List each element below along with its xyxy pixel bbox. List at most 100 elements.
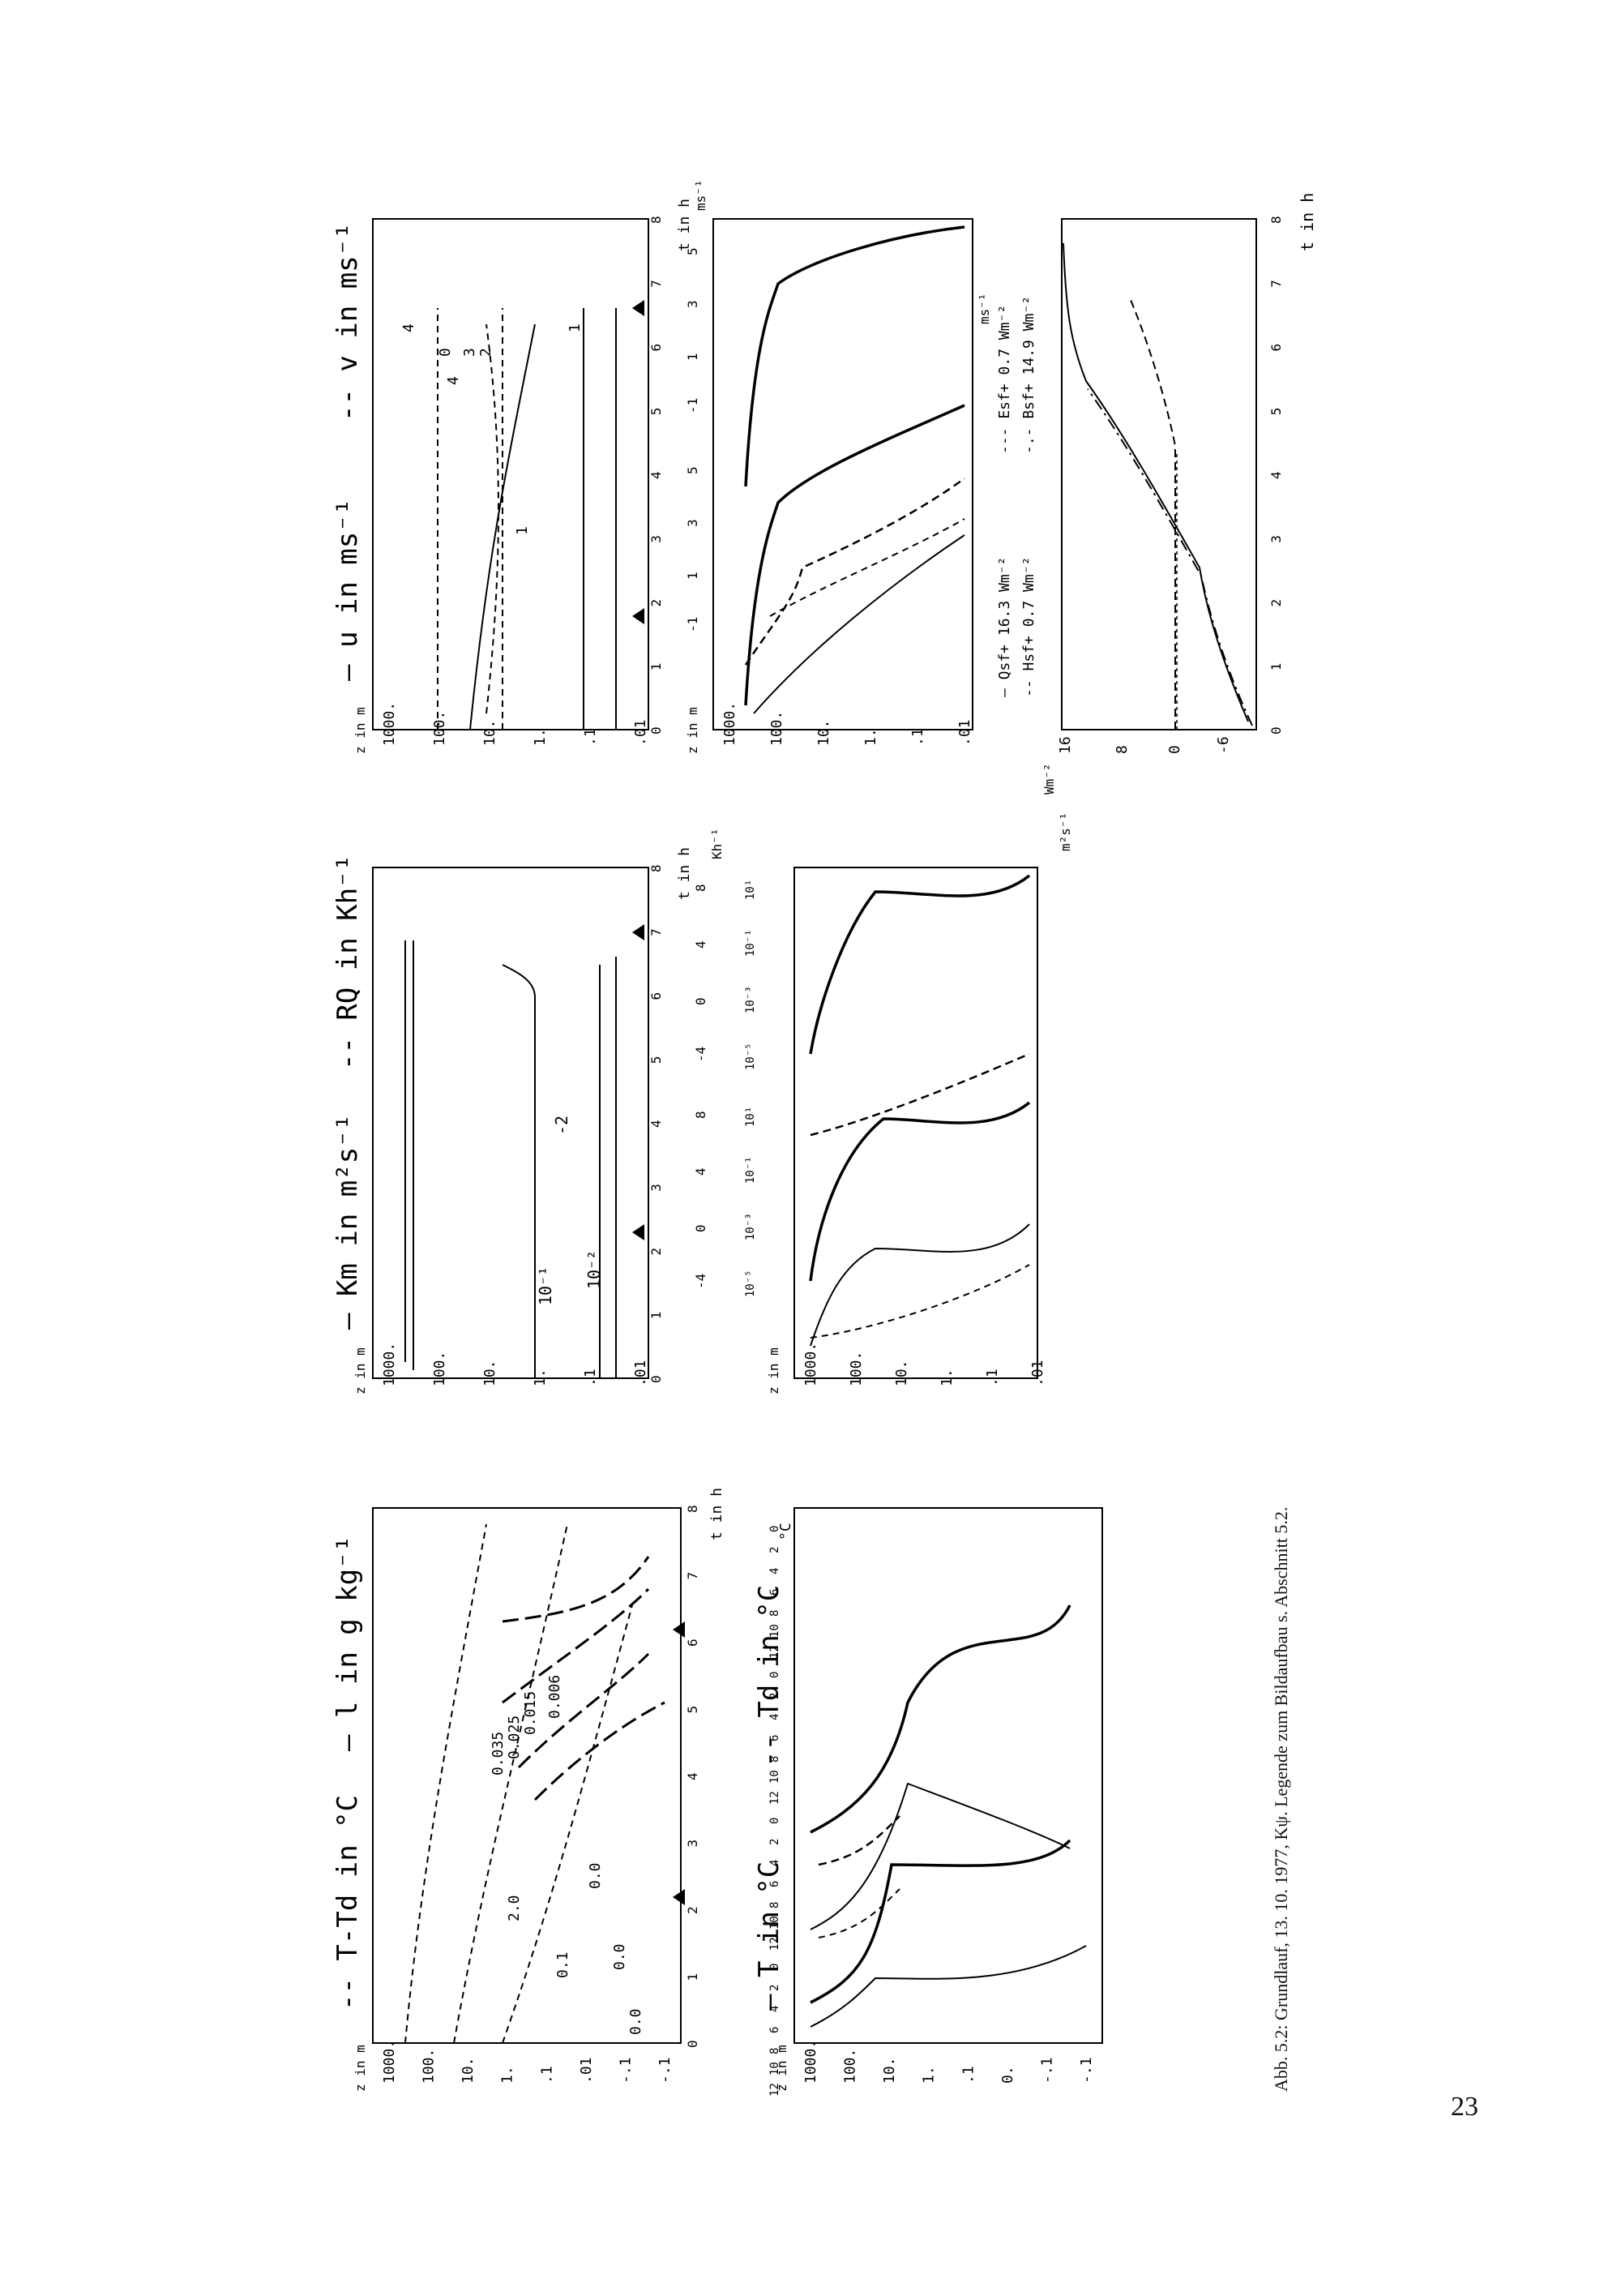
- t-tick: 5: [685, 1706, 700, 1714]
- km-curve-dashed: [810, 1264, 1030, 1339]
- t-tick: 1: [685, 1973, 700, 1981]
- z-tick: 10.: [881, 2057, 898, 2084]
- panel-title: -- RQ in Kh⁻¹: [331, 855, 364, 1070]
- z-tick: 1000.: [721, 702, 738, 746]
- legend-entry: -.- Bsf+ 14.9 Wm⁻²: [1020, 296, 1037, 454]
- panel-energy: [1061, 218, 1257, 730]
- contour-label: 0.0: [611, 1943, 628, 1970]
- scale-tick: 8: [1114, 745, 1131, 754]
- scale-tick: 0: [768, 1818, 781, 1824]
- t-tick: 1: [648, 663, 664, 671]
- scale-tick: 5: [685, 247, 700, 255]
- scale-tick: 0: [693, 997, 708, 1005]
- t-tick: 6: [1268, 344, 1284, 352]
- t-tick: 4: [1268, 471, 1284, 479]
- scale-tick: 8: [693, 1111, 708, 1119]
- panel-title: -- Td in °C: [753, 1585, 785, 1767]
- contour-label: 4: [445, 376, 462, 385]
- t-tick: 3: [648, 1184, 664, 1192]
- z-tick: 10.: [481, 1360, 498, 1386]
- panel-km-top: [372, 867, 649, 1379]
- z-tick: .01: [1029, 1360, 1046, 1386]
- temp-dashed: [818, 1815, 900, 1866]
- scale-tick: 12: [768, 1645, 781, 1659]
- t-tick: 6: [685, 1638, 700, 1647]
- t-tick: 5: [648, 1056, 664, 1064]
- contour-label: 2.0: [506, 1895, 523, 1921]
- z-tick: .1: [582, 1369, 599, 1386]
- z-tick: 100.: [768, 711, 785, 746]
- t-tick: 7: [648, 928, 664, 936]
- scale-tick: 8: [768, 1756, 781, 1763]
- panel-temp-bottom: [793, 1507, 1103, 2044]
- contour-label: 10⁻²: [584, 1250, 604, 1289]
- contour-label: 1: [567, 323, 584, 332]
- scale-tick: 10: [768, 1770, 781, 1784]
- z-tick: 10.: [815, 719, 832, 746]
- scale-tick: 6: [768, 2027, 781, 2033]
- panel-km-bottom: [793, 867, 1038, 1379]
- axis-label: z in m: [774, 2045, 789, 2092]
- scale-tick: 10⁻³: [744, 986, 757, 1013]
- scale-tick: 10: [768, 2062, 781, 2075]
- contour-label: 0.006: [546, 1675, 563, 1719]
- t-tick: 2: [685, 1906, 700, 1914]
- panel-title: — u in ms⁻¹: [331, 499, 364, 681]
- z-tick: 1000.: [381, 702, 398, 746]
- scale-tick: 8: [768, 2048, 781, 2054]
- z-tick: .1: [984, 1369, 1001, 1386]
- contour-label: 2: [477, 348, 494, 357]
- contour-label: 0.0: [587, 1862, 604, 1889]
- panel-title: -- T-Td in °C: [331, 1795, 364, 2011]
- contour-label: 0.025: [506, 1716, 523, 1759]
- z-tick: 100.: [842, 2049, 859, 2084]
- z-tick: 1.: [532, 1369, 549, 1386]
- temp-solid-bold: [810, 1604, 1071, 1834]
- z-tick: 1000.: [802, 2040, 819, 2084]
- legend-entry: -- Hsf+ 0.7 Wm⁻²: [1020, 557, 1037, 697]
- z-tick: .1: [960, 2066, 977, 2084]
- t-tick: 2: [648, 1248, 664, 1256]
- t-tick: 0: [685, 2040, 700, 2048]
- t-tick: 4: [648, 471, 664, 479]
- scale-tick: -1: [685, 398, 700, 413]
- scale-tick: 4: [768, 2006, 781, 2012]
- axis-label: t in h: [676, 199, 693, 251]
- contour-label: 3: [461, 348, 478, 357]
- arrow-marker: [632, 924, 644, 940]
- t-tick: 8: [685, 1505, 700, 1513]
- contour-bold: [502, 1587, 650, 1704]
- contour-bold: [502, 1556, 650, 1623]
- scale-tick: 1: [685, 353, 700, 361]
- contour-label: 0.015: [522, 1691, 539, 1735]
- scale-tick: 4: [693, 940, 708, 949]
- axis-label: t in h: [676, 847, 693, 900]
- t-tick: 7: [1268, 280, 1284, 288]
- contour-dashed: [502, 1604, 633, 2044]
- legend-entry: --- Esf+ 0.7 Wm⁻²: [996, 305, 1013, 454]
- t-tick: 0: [1268, 726, 1284, 735]
- figure-caption: Abb. 5.2: Grundlauf, 13. 10. 1977, Kψ. L…: [1271, 1506, 1291, 2092]
- z-tick: 10.: [460, 2057, 477, 2084]
- energy-h: [1130, 299, 1176, 730]
- t-tick: 8: [648, 864, 664, 872]
- contour-label: 1: [514, 526, 531, 535]
- z-tick: 100.: [431, 1351, 448, 1386]
- t-tick: 7: [648, 280, 664, 288]
- axis-label: z in m: [353, 1347, 368, 1394]
- scale-tick: 3: [685, 300, 700, 308]
- scale-tick: 10⁻⁵: [744, 1043, 757, 1070]
- z-tick: .1: [582, 728, 599, 746]
- km-curve-dashed: [810, 1052, 1030, 1137]
- scale-tick: 10¹: [744, 1107, 757, 1127]
- axis-unit: ms⁻¹: [977, 293, 992, 324]
- scale-tick: 6: [768, 1589, 781, 1596]
- temp-dashed: [818, 1888, 900, 1938]
- scale-tick: 2: [768, 1985, 781, 1991]
- arrow-marker: [673, 1621, 685, 1638]
- contour-label: 0: [437, 348, 454, 357]
- panel-title: — T in °C: [753, 1861, 785, 2011]
- scale-tick: 4: [768, 1714, 781, 1720]
- contour-label: 10⁻¹: [536, 1266, 555, 1305]
- wind-curve-dashed: [769, 518, 965, 617]
